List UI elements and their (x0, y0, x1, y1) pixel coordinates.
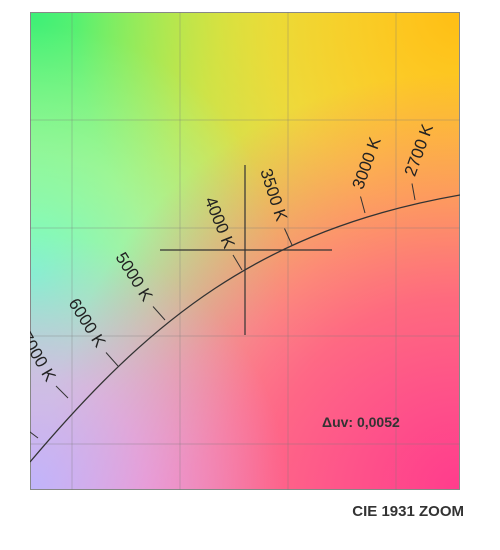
cct-tick (284, 228, 293, 246)
cct-tick (55, 385, 69, 399)
crosshair (160, 165, 332, 335)
cct-label: 3500 K (256, 166, 291, 224)
cct-tick (152, 306, 166, 321)
caption: CIE 1931 ZOOM (352, 503, 464, 520)
cct-label: 6000 K (65, 295, 110, 351)
cct-label: 5000 K (112, 249, 157, 305)
cct-tick (411, 183, 416, 201)
cct-tick (232, 254, 243, 271)
cct-label: 2700 K (401, 121, 438, 179)
delta-uv: Δuv: 0,0052 (322, 414, 400, 430)
cct-tick (30, 431, 39, 439)
planckian-locus (30, 194, 460, 463)
cct-tick (360, 196, 366, 214)
cct-label: 8000 K (0, 373, 30, 430)
cct-tick (105, 352, 119, 367)
cct-label: 7000 K (16, 328, 60, 385)
cct-label: 3000 K (349, 134, 386, 192)
cct-label: 4000 K (201, 194, 239, 252)
